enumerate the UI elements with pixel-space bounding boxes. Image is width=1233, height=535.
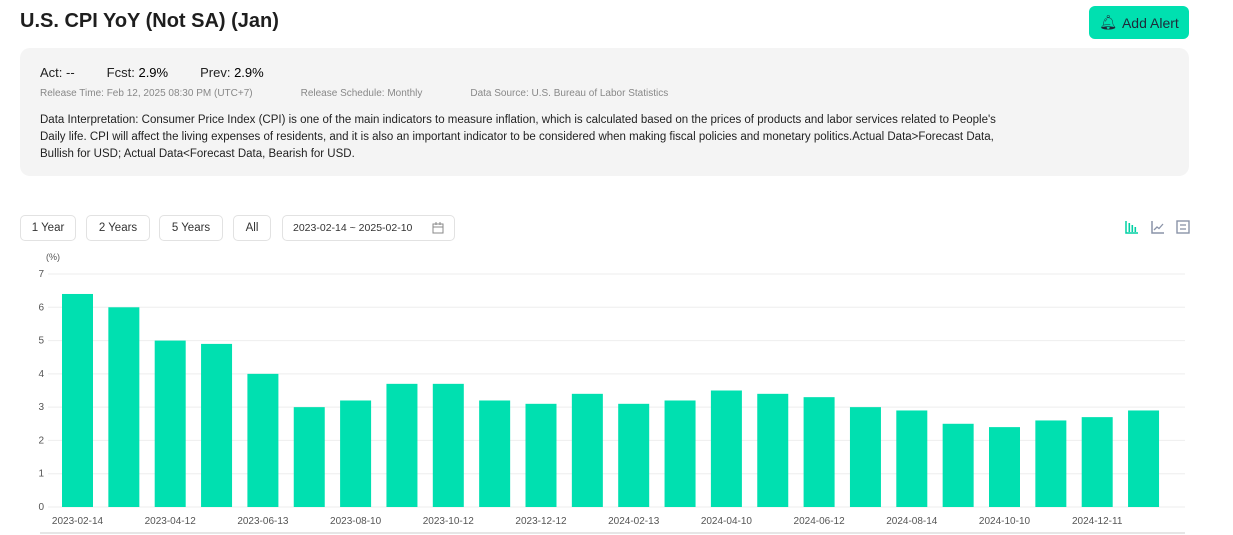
cpi-bar-chart: 0 1 2 3 4 5 6 7(%) 2023-02-14 2023-04-12 2023-06-1…	[38, 252, 1185, 534]
range-5-years[interactable]: 5 Years	[159, 215, 223, 241]
bar-2023-07-12	[293, 407, 325, 507]
x-tick-label: 2023-06-13	[237, 516, 289, 527]
y-tick-label: 1	[38, 469, 44, 480]
bar-2023-12-12	[525, 403, 557, 507]
info-panel: Act: -- Fcst: 2.9% Prev: 2.9% Release Ti…	[20, 48, 1189, 176]
calendar-icon	[432, 222, 444, 234]
y-tick-label: 3	[38, 402, 44, 413]
bar-2024-02-13	[618, 403, 650, 507]
y-tick-label: 4	[38, 369, 44, 380]
x-tick-label: 2024-08-14	[886, 516, 938, 527]
bar-2023-06-13	[247, 373, 279, 507]
bar-2023-04-12	[154, 340, 186, 507]
x-tick-label: 2023-02-14	[52, 516, 104, 527]
y-tick-label: 5	[38, 336, 44, 347]
bar-2023-02-14	[62, 293, 93, 507]
release-time: Release Time: Feb 12, 2025 08:30 PM (UTC…	[40, 88, 253, 99]
page-title: U.S. CPI YoY (Not SA) (Jan)	[20, 10, 279, 32]
bar-2024-03-12	[664, 400, 696, 507]
add-alert-button[interactable]: 🔔︎ Add Alert	[1089, 6, 1189, 39]
bar-2023-08-10	[340, 400, 372, 507]
bar-2024-07-11	[849, 407, 881, 507]
y-tick-label: 2	[38, 435, 44, 446]
x-tick-label: 2024-10-10	[979, 516, 1031, 527]
bar-2024-05-15	[757, 393, 789, 507]
x-tick-label: 2023-08-10	[330, 516, 382, 527]
bar-2024-01-11	[571, 393, 603, 507]
bar-2023-11-14	[479, 400, 511, 507]
bar-2024-06-12	[803, 397, 835, 507]
bell-icon: 🔔︎	[1099, 14, 1117, 30]
x-tick-label: 2024-06-12	[794, 516, 846, 527]
x-tick-label: 2024-02-13	[608, 516, 660, 527]
previous-value: Prev: 2.9%	[200, 65, 264, 80]
bar-2023-09-13	[386, 383, 418, 507]
release-schedule: Release Schedule: Monthly	[300, 88, 423, 99]
x-tick-label: 2023-12-12	[515, 516, 567, 527]
bar-2024-11-13	[1035, 420, 1067, 507]
y-tick-label: 7	[38, 269, 44, 280]
date-range-picker[interactable]: 2023-02-14 ~ 2025-02-10	[282, 215, 455, 241]
x-tick-label: 2023-10-12	[423, 516, 475, 527]
bar-2025-01-15	[1128, 410, 1160, 507]
bar-chart-icon[interactable]	[1125, 220, 1139, 234]
forecast-value: Fcst: 2.9%	[106, 65, 169, 80]
x-tick-label: 2023-04-12	[145, 516, 197, 527]
range-all[interactable]: All	[233, 215, 271, 241]
actual-value: Act: --	[40, 65, 75, 80]
line-chart-icon[interactable]	[1151, 220, 1165, 234]
bar-2024-10-10	[989, 427, 1020, 507]
bar-2023-10-12	[432, 383, 464, 507]
add-alert-label: Add Alert	[1121, 14, 1179, 31]
bar-2024-08-14	[896, 410, 928, 507]
bar-2024-12-11	[1081, 417, 1113, 507]
data-source: Data Source: U.S. Bureau of Labor Statis…	[470, 88, 669, 99]
bar-2023-03-14	[108, 307, 140, 507]
table-icon[interactable]	[1176, 220, 1190, 234]
bar-2024-04-10	[710, 390, 742, 507]
y-tick-label: 0	[38, 502, 44, 513]
data-interpretation: Data Interpretation: Consumer Price Inde…	[40, 114, 996, 160]
y-unit-label: (%)	[46, 252, 60, 262]
bar-2024-09-11	[942, 423, 974, 507]
date-range-value: 2023-02-14 ~ 2025-02-10	[293, 222, 413, 234]
range-1-year[interactable]: 1 Year	[20, 215, 76, 241]
bar-2023-05-10	[201, 343, 233, 507]
y-tick-label: 6	[38, 302, 44, 313]
x-tick-label: 2024-12-11	[1072, 516, 1123, 527]
range-2-years[interactable]: 2 Years	[86, 215, 150, 241]
x-tick-label: 2024-04-10	[701, 516, 753, 527]
